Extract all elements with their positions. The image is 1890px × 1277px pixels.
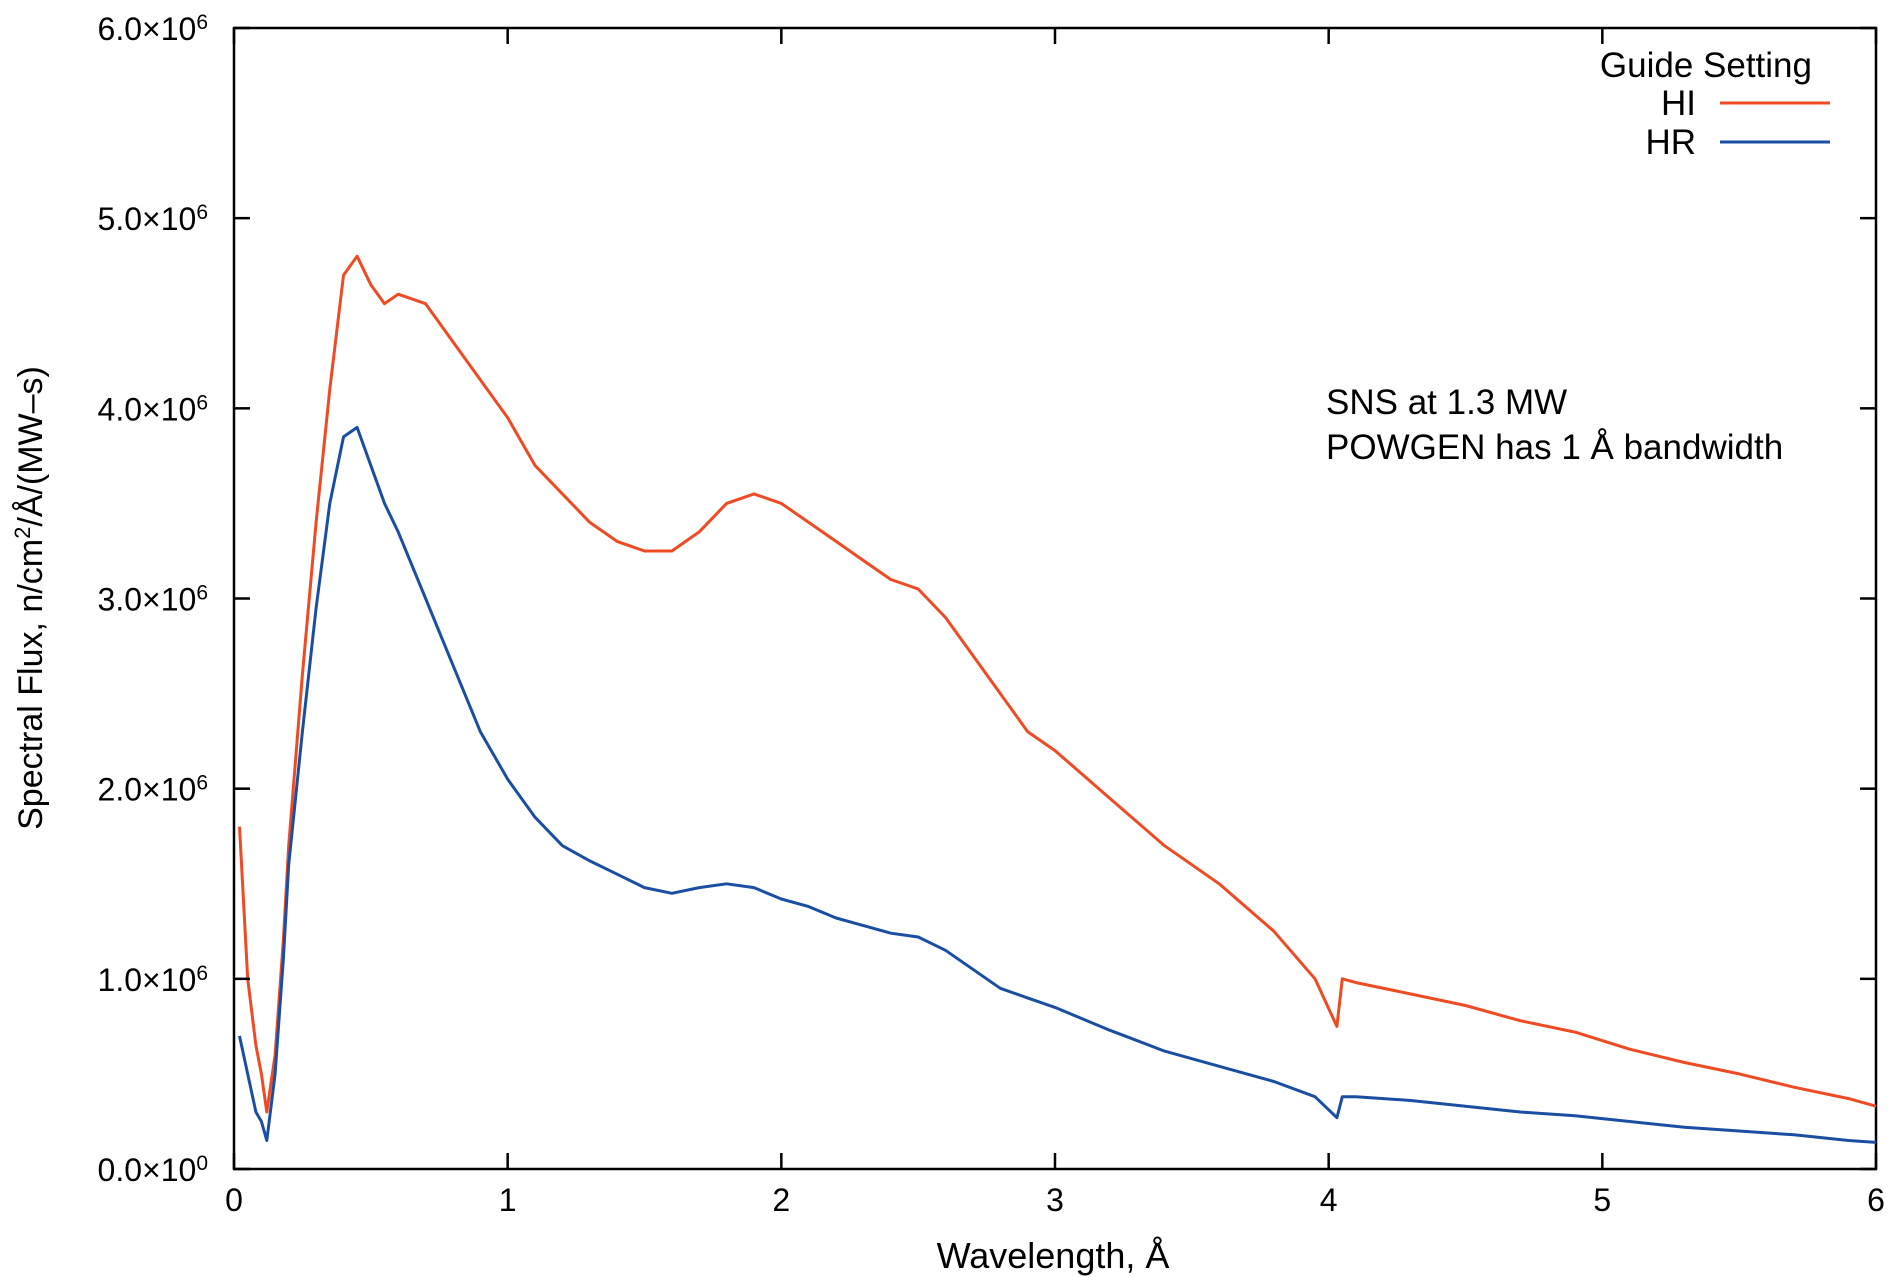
annotation-line-1: SNS at 1.3 MW <box>1326 383 1567 422</box>
annotation-line-2: POWGEN has 1 Å bandwidth <box>1326 428 1783 467</box>
x-tick-label: 0 <box>225 1182 243 1218</box>
y-tick-label-base: 2.0×10 <box>98 772 197 808</box>
y-axis-label-pre: Spectral Flux, n/cm <box>12 539 50 830</box>
y-tick-label: 1.0×106 <box>98 961 208 998</box>
annotation: SNS at 1.3 MW POWGEN has 1 Å bandwidth <box>1326 383 1783 467</box>
x-tick-label: 4 <box>1320 1182 1338 1218</box>
y-tick-labels: 0.0×1001.0×1062.0×1063.0×1064.0×1065.0×1… <box>98 11 208 1189</box>
y-tick-label-base: 1.0×10 <box>98 962 197 998</box>
legend-title: Guide Setting <box>1600 46 1812 85</box>
series-line-hr <box>238 425 1877 1144</box>
x-tick-label: 6 <box>1867 1182 1885 1218</box>
y-tick-label-exp: 6 <box>196 581 208 604</box>
x-tick-labels: 0 1 2 3 4 5 6 <box>225 1182 1885 1218</box>
y-tick-label: 0.0×100 <box>98 1152 208 1189</box>
y-axis-label: Spectral Flux, n/cm2/Å/(MW–s) <box>10 366 51 830</box>
x-tick-label: 3 <box>1046 1182 1064 1218</box>
y-tick-label-base: 3.0×10 <box>98 582 197 618</box>
tick-layer <box>232 26 1878 1171</box>
y-tick-label-exp: 6 <box>196 391 208 414</box>
y-axis-label-post: /Å/(MW–s) <box>12 366 50 527</box>
x-axis-label: Wavelength, Å <box>937 1235 1170 1276</box>
y-tick-label-base: 4.0×10 <box>98 391 197 427</box>
y-tick-label-exp: 6 <box>196 961 208 984</box>
x-tick-label: 5 <box>1593 1182 1611 1218</box>
y-axis-label-sup: 2 <box>10 527 35 539</box>
y-tick-label-exp: 6 <box>196 11 208 34</box>
y-tick-label-exp: 6 <box>196 771 208 794</box>
y-tick-label-base: 6.0×10 <box>98 11 197 47</box>
y-tick-label: 3.0×106 <box>98 581 208 618</box>
y-tick-label: 4.0×106 <box>98 391 208 428</box>
y-tick-label-exp: 6 <box>196 201 208 224</box>
x-tick-label: 1 <box>499 1182 517 1218</box>
y-tick-label: 5.0×106 <box>98 201 208 238</box>
series-layer <box>238 254 1877 1144</box>
y-tick-label: 6.0×106 <box>98 11 208 48</box>
series-line-hi <box>238 254 1877 1114</box>
x-tick-label: 2 <box>772 1182 790 1218</box>
legend-label-hr: HR <box>1645 123 1696 162</box>
legend: Guide Setting HI HR <box>1600 46 1830 162</box>
y-tick-label-base: 0.0×10 <box>98 1152 197 1188</box>
y-tick-label: 2.0×106 <box>98 771 208 808</box>
y-tick-label-exp: 0 <box>196 1152 208 1175</box>
legend-label-hi: HI <box>1661 84 1696 123</box>
y-tick-label-base: 5.0×10 <box>98 201 197 237</box>
plot-frame <box>232 26 1878 1171</box>
